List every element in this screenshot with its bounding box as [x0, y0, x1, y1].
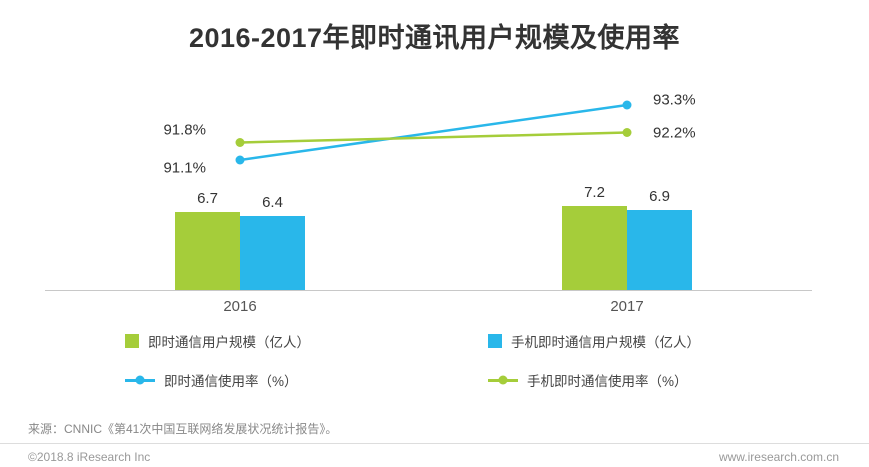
- legend-line-dot-green: [498, 375, 508, 385]
- line-value-label: 91.8%: [163, 121, 206, 138]
- legend-item-mobile-im-user-scale: 手机即时通信用户规模（亿人）: [488, 333, 700, 350]
- line-value-label: 93.3%: [653, 91, 696, 109]
- legend-item-mobile-im-usage-rate: 手机即时通信使用率（%）: [488, 372, 688, 389]
- trend-line: [239, 131, 628, 144]
- line-value-label: 92.2%: [653, 124, 696, 141]
- chart-title: 2016-2017年即时通讯用户规模及使用率: [188, 23, 681, 53]
- footer-divider: [0, 443, 869, 444]
- data-point-dot: [622, 100, 632, 110]
- bar-value-label: 7.2: [584, 184, 605, 201]
- bar-segment: [627, 210, 692, 290]
- bar-value-label: 6.4: [262, 194, 283, 211]
- bar-segment: [562, 206, 627, 290]
- bar-value-label: 6.9: [649, 188, 670, 205]
- legend-item-im-user-scale: 即时通信用户规模（亿人）: [125, 333, 310, 350]
- line-value-label: 91.1%: [163, 159, 206, 177]
- legend-line-dot-blue: [135, 375, 145, 385]
- data-point-dot: [235, 155, 245, 165]
- legend-bar-swatch-green: [125, 334, 139, 348]
- x-axis-category-label: 2016: [223, 298, 257, 315]
- bar-segment: [175, 212, 240, 290]
- data-point-dot: [622, 128, 632, 137]
- legend-line-swatch-blue: [125, 375, 155, 385]
- footer-copyright: ©2018.8 iResearch Inc: [28, 450, 151, 464]
- legend-label: 手机即时通信使用率（%）: [527, 374, 688, 389]
- legend-bar-swatch-blue: [488, 334, 502, 348]
- legend-item-im-usage-rate: 即时通信使用率（%）: [125, 372, 298, 389]
- bar-value-label: 6.7: [197, 190, 218, 207]
- trend-line: [239, 103, 628, 162]
- legend-label: 手机即时通信用户规模（亿人）: [511, 335, 700, 350]
- data-point-dot: [235, 138, 245, 147]
- source-note: 来源：CNNIC《第41次中国互联网络发展状况统计报告》。: [28, 422, 338, 436]
- legend-line-swatch-green: [488, 375, 518, 385]
- legend-label: 即时通信使用率（%）: [164, 374, 298, 389]
- footer-website-link[interactable]: www.iresearch.com.cn: [718, 450, 839, 464]
- legend-label: 即时通信用户规模（亿人）: [148, 335, 310, 350]
- x-axis-category-label: 2017: [610, 298, 644, 315]
- x-axis-line: [45, 290, 812, 291]
- bar-segment: [240, 216, 305, 290]
